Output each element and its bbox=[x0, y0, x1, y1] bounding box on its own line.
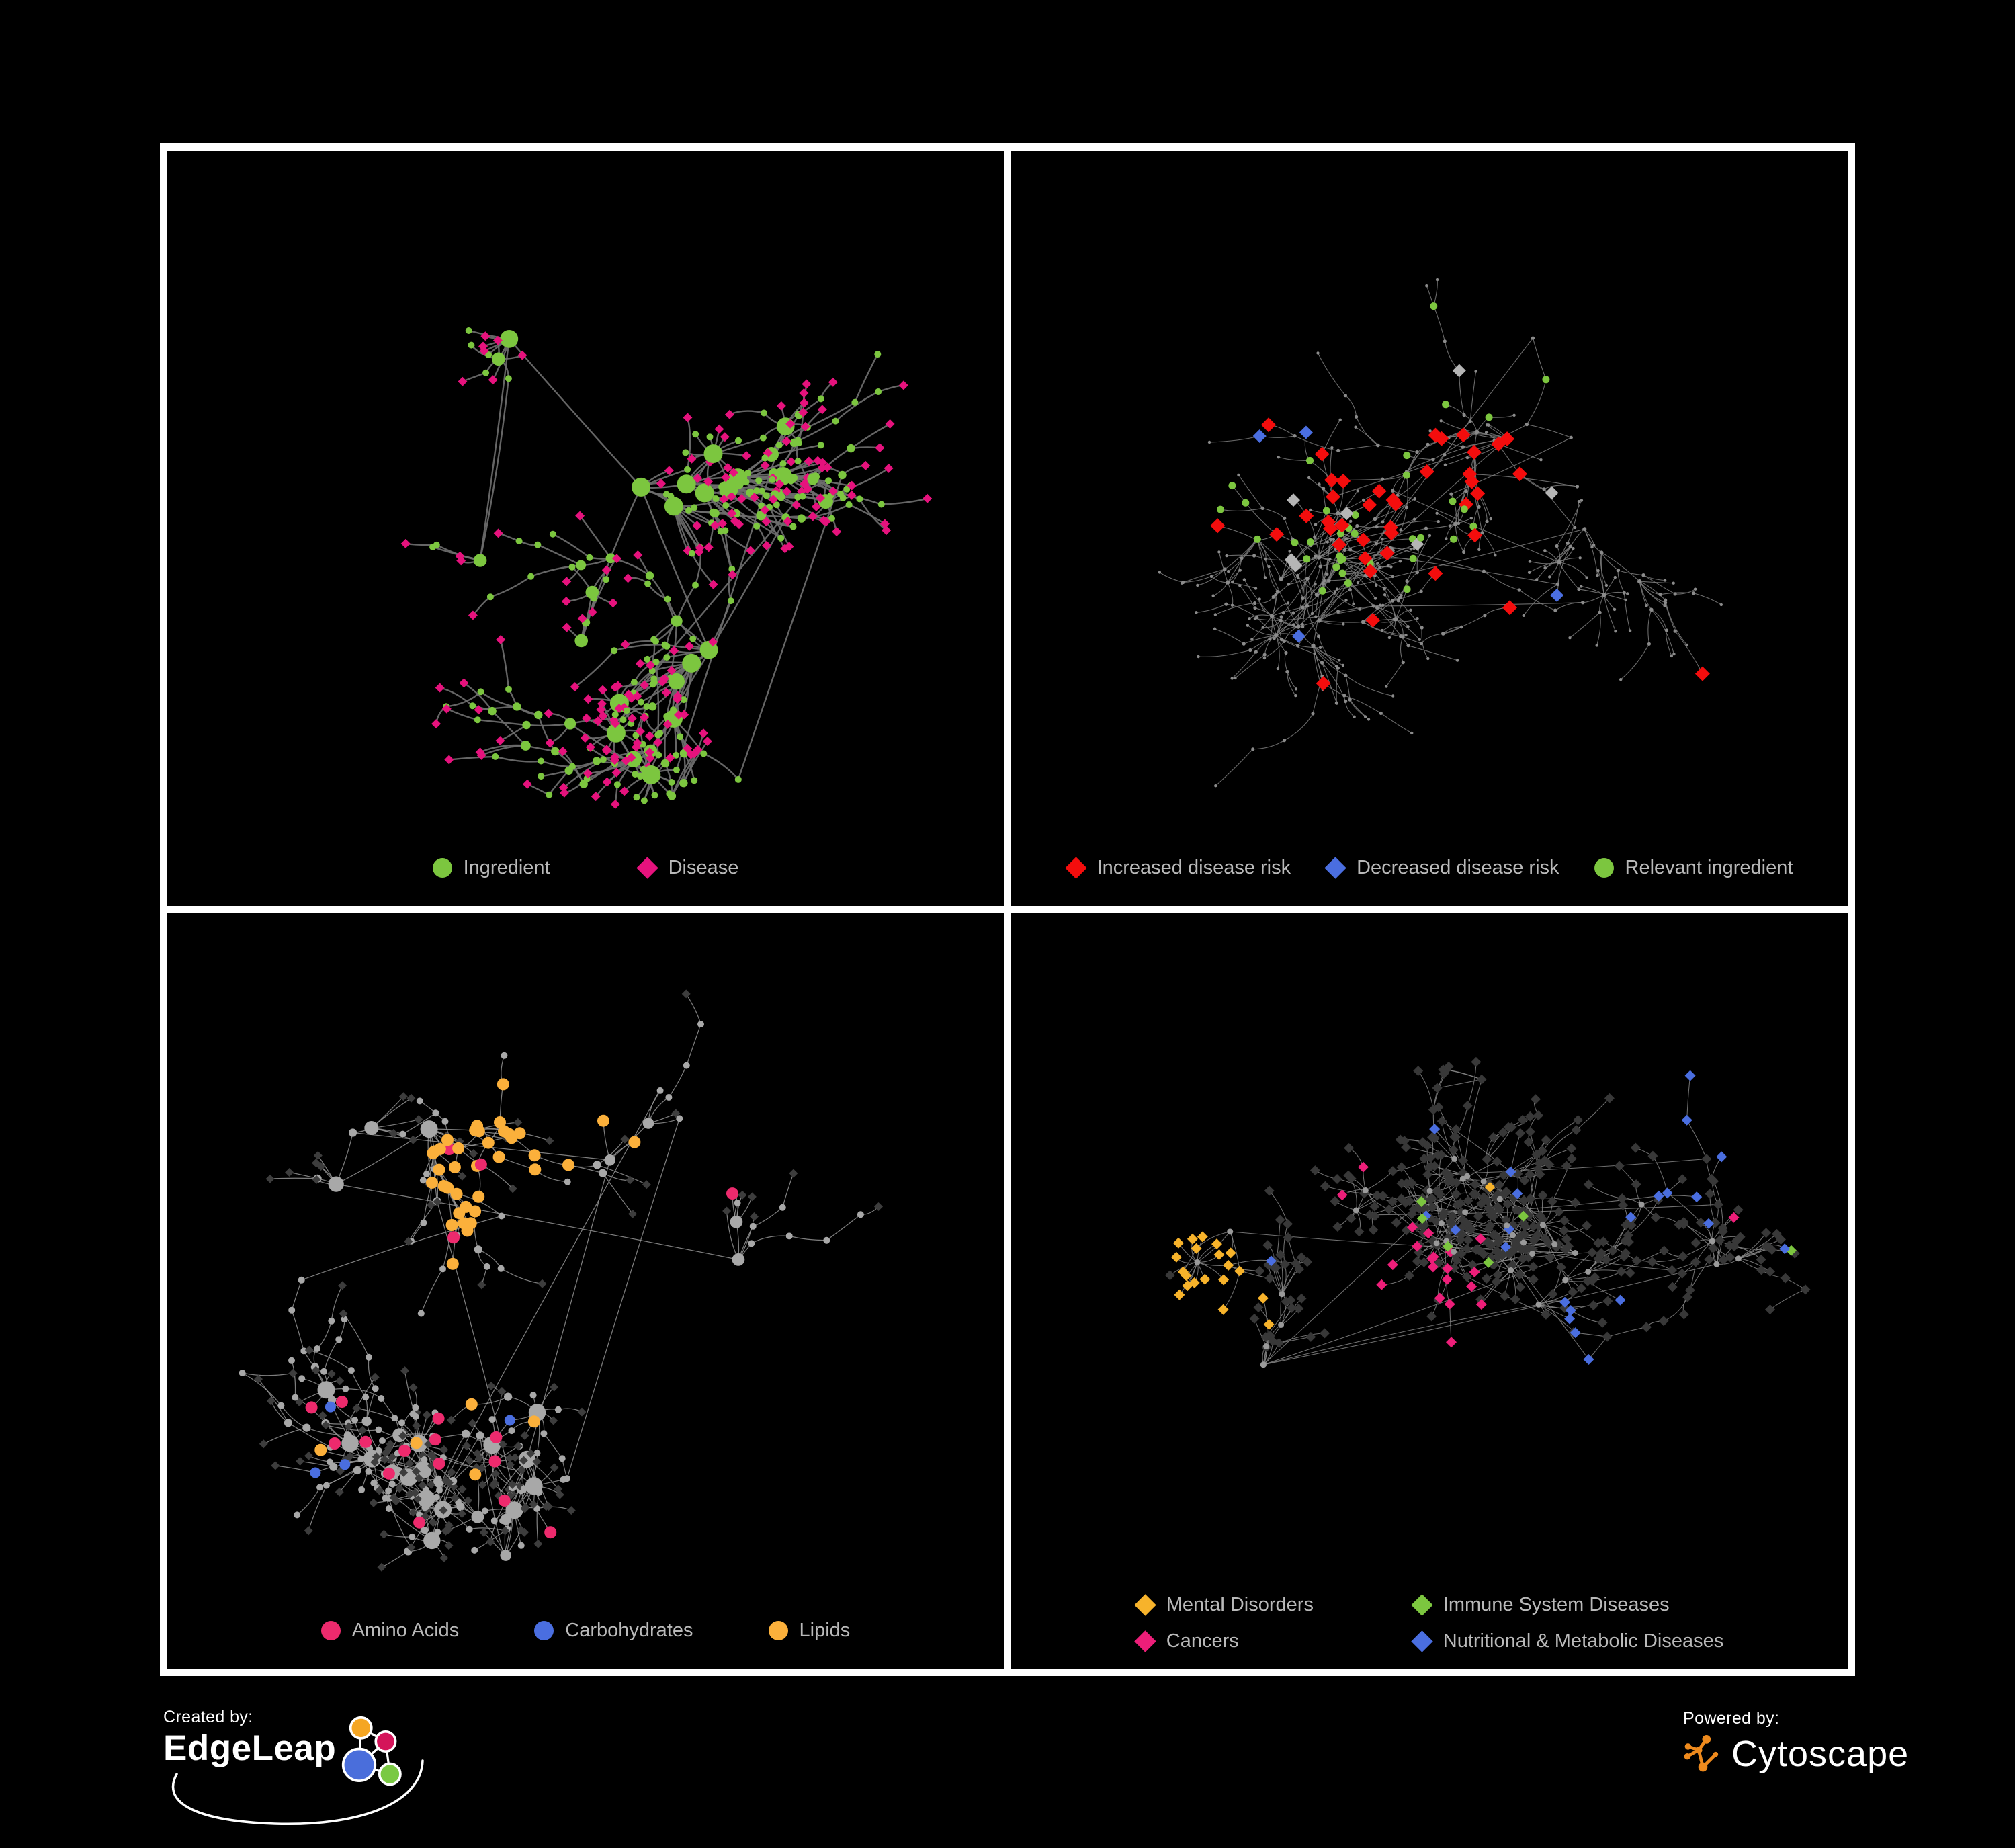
legend-item: Cancers bbox=[1134, 1630, 1385, 1652]
legend-label: Ingredient bbox=[463, 857, 550, 878]
increased-risk-swatch-icon bbox=[1064, 857, 1087, 879]
ingredient-disease-network-graph bbox=[400, 327, 933, 809]
legend-item: Carbohydrates bbox=[534, 1620, 693, 1642]
decreased-risk-swatch-icon bbox=[1324, 857, 1346, 879]
legend-disease-classes: Mental Disorders Immune System Diseases … bbox=[1011, 1594, 1848, 1652]
legend-item: Amino Acids bbox=[320, 1620, 460, 1642]
legend-item: Lipids bbox=[768, 1620, 851, 1642]
nutritional-metabolic-diseases-swatch-icon bbox=[1411, 1630, 1433, 1652]
legend-label: Carbohydrates bbox=[565, 1620, 693, 1641]
disease-risk-network-graph bbox=[1158, 278, 1723, 788]
amino-acids-swatch-icon bbox=[320, 1621, 341, 1640]
legend-item: Nutritional & Metabolic Diseases bbox=[1411, 1630, 1724, 1652]
mental-disorders-swatch-icon bbox=[1134, 1594, 1156, 1616]
relevant-ingredient-swatch-icon bbox=[1594, 858, 1614, 878]
immune-system-diseases-swatch-icon bbox=[1411, 1594, 1433, 1616]
edgeleap-wordmark: EdgeLeap bbox=[163, 1728, 337, 1768]
cytoscape-wordmark: Cytoscape bbox=[1731, 1734, 1910, 1774]
panel-disease-risk: Increased disease risk Decreased disease… bbox=[1011, 151, 1848, 906]
ingredient-swatch-icon bbox=[432, 858, 452, 878]
panel-ingredient-disease: Ingredient Disease bbox=[167, 151, 1004, 906]
legend-label: Mental Disorders bbox=[1166, 1594, 1314, 1615]
legend-label: Immune System Diseases bbox=[1443, 1594, 1670, 1615]
nutrients-network-graph bbox=[239, 989, 883, 1572]
legend-item: Mental Disorders bbox=[1134, 1594, 1385, 1616]
legend-item: Ingredient bbox=[432, 857, 550, 879]
legend-label: Nutritional & Metabolic Diseases bbox=[1443, 1630, 1724, 1652]
legend-label: Increased disease risk bbox=[1097, 857, 1291, 878]
created-by-label: Created by: bbox=[163, 1708, 253, 1726]
powered-by-label: Powered by: bbox=[1683, 1709, 1780, 1728]
legend-item: Relevant ingredient bbox=[1594, 857, 1793, 879]
legend-item: Disease bbox=[636, 857, 739, 879]
legend-nutrients: Amino Acids Carbohydrates Lipids bbox=[167, 1620, 1004, 1642]
legend-item: Immune System Diseases bbox=[1411, 1594, 1723, 1616]
cytoscape-logo-icon bbox=[1684, 1735, 1719, 1772]
legend-label: Cancers bbox=[1166, 1630, 1239, 1652]
created-by-block: Created by: EdgeLeap bbox=[163, 1708, 424, 1826]
edgeleap-logo-icon bbox=[342, 1716, 402, 1786]
carbohydrates-swatch-icon bbox=[534, 1621, 554, 1640]
lipids-swatch-icon bbox=[768, 1621, 788, 1640]
panel-disease-classes: Mental Disorders Immune System Diseases … bbox=[1011, 913, 1848, 1669]
cancers-swatch-icon bbox=[1134, 1630, 1156, 1652]
disease-swatch-icon bbox=[636, 857, 658, 879]
legend-item: Decreased disease risk bbox=[1324, 857, 1559, 879]
edgeleap-swoosh-line bbox=[171, 1759, 424, 1826]
legend-ingredient-disease: Ingredient Disease bbox=[167, 857, 1004, 879]
legend-label: Relevant ingredient bbox=[1625, 857, 1793, 878]
legend-disease-risk: Increased disease risk Decreased disease… bbox=[1011, 857, 1848, 879]
legend-label: Lipids bbox=[799, 1620, 851, 1641]
panels-grid: Ingredient Disease Increased disease ris… bbox=[160, 143, 1855, 1676]
legend-label: Amino Acids bbox=[351, 1620, 460, 1641]
legend-item: Increased disease risk bbox=[1064, 857, 1291, 879]
panel-nutrients: Amino Acids Carbohydrates Lipids bbox=[167, 913, 1004, 1669]
legend-label: Decreased disease risk bbox=[1357, 857, 1559, 878]
disease-classes-network-graph bbox=[1164, 1056, 1811, 1368]
powered-by-block: Powered by: Cytoscape bbox=[1683, 1709, 1909, 1775]
legend-label: Disease bbox=[668, 857, 739, 878]
